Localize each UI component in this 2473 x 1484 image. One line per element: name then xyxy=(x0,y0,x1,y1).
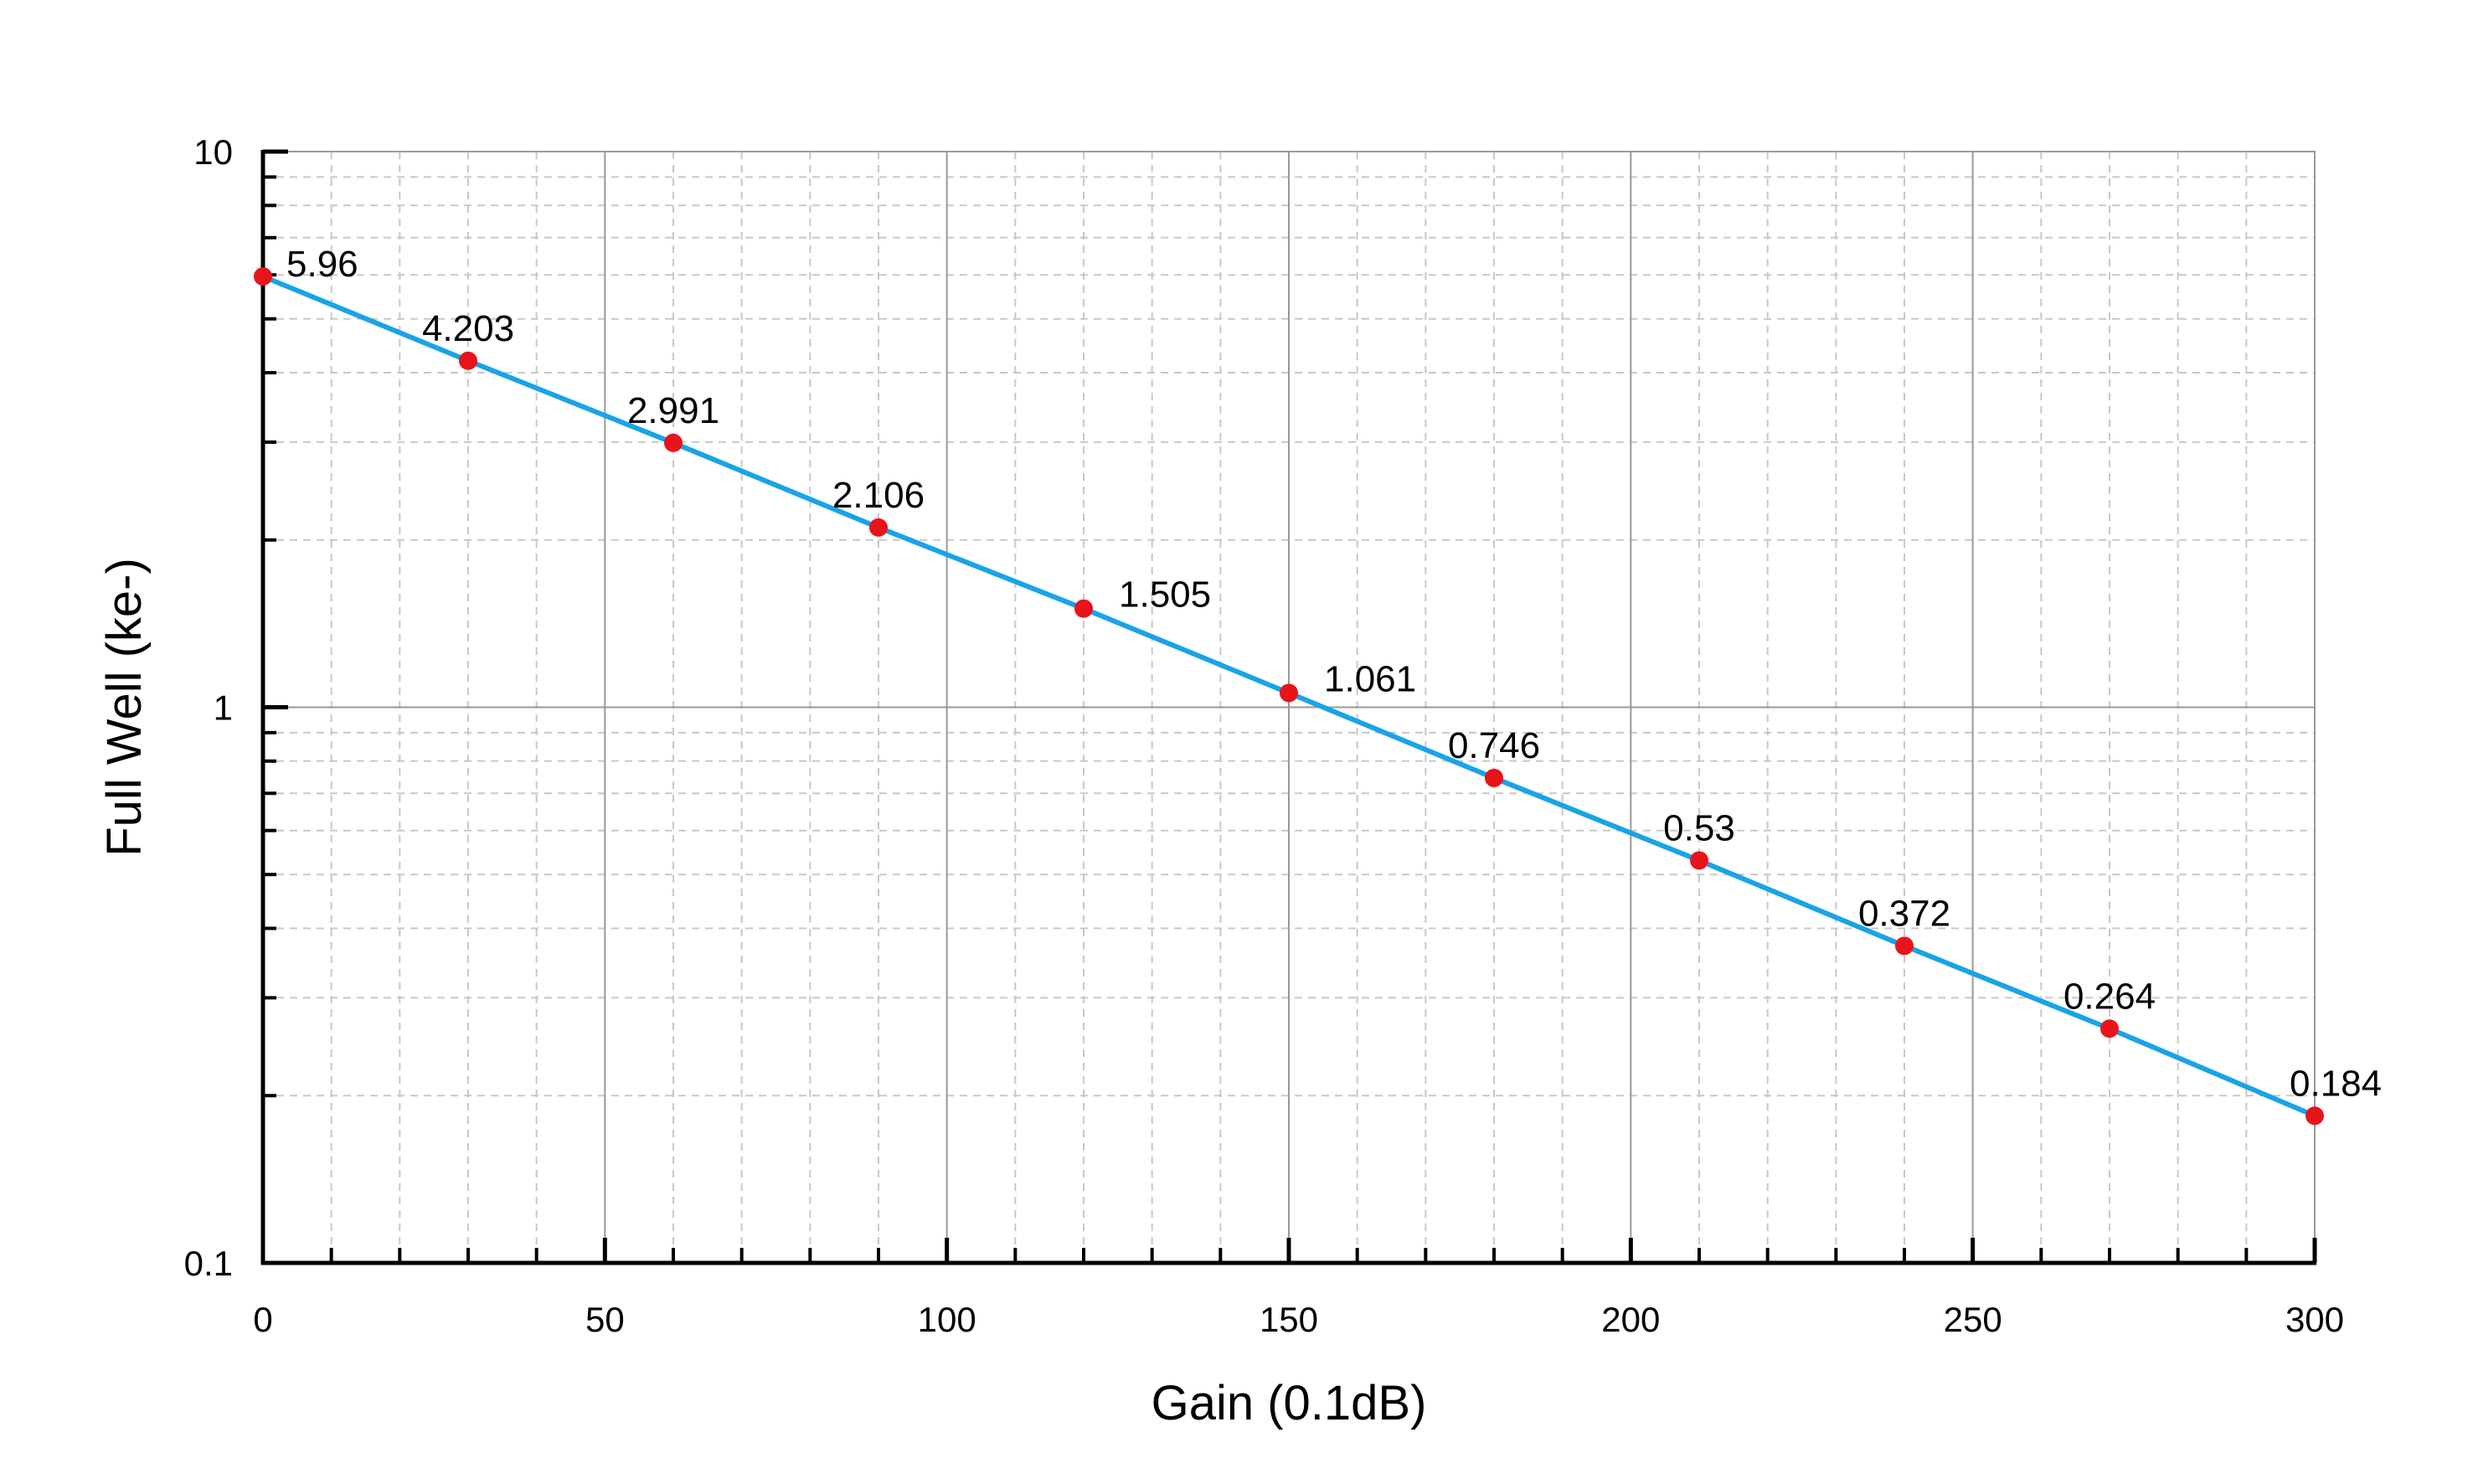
grid-major xyxy=(263,152,2315,1263)
x-tick-labels: 0 50 100 150 200 250 300 xyxy=(253,1300,2344,1339)
data-label: 4.203 xyxy=(422,308,514,349)
y-tick-label: 0.1 xyxy=(184,1244,233,1283)
data-point xyxy=(664,433,683,452)
x-axis-title: Gain (0.1dB) xyxy=(1151,1376,1427,1430)
data-point xyxy=(2306,1106,2324,1126)
data-label: 1.505 xyxy=(1119,575,1211,616)
x-tick-label: 250 xyxy=(1944,1300,2002,1339)
data-label: 0.746 xyxy=(1448,725,1540,766)
data-point xyxy=(869,518,888,537)
data-point xyxy=(1280,683,1298,703)
x-tick-label: 200 xyxy=(1601,1300,1660,1339)
x-tick-label: 150 xyxy=(1260,1300,1318,1339)
x-tick-label: 50 xyxy=(585,1300,625,1339)
y-tick-labels: 0.1 1 10 xyxy=(184,132,233,1283)
data-label: 2.991 xyxy=(627,390,719,431)
y-tick-label: 10 xyxy=(193,132,233,172)
data-label: 0.372 xyxy=(1858,893,1950,934)
x-tick-label: 100 xyxy=(918,1300,976,1339)
data-point xyxy=(1485,768,1503,787)
x-tick-label: 0 xyxy=(253,1300,272,1339)
data-point xyxy=(1074,599,1093,618)
data-label: 0.53 xyxy=(1663,807,1735,848)
x-tick-label: 300 xyxy=(2285,1300,2344,1339)
data-label: 5.96 xyxy=(286,244,358,285)
data-label: 0.264 xyxy=(2063,976,2156,1017)
y-tick-label: 1 xyxy=(214,688,233,728)
data-point xyxy=(1690,851,1708,870)
data-point xyxy=(1895,936,1914,956)
y-axis-title: Full Well (ke-) xyxy=(97,558,152,857)
data-label: 0.184 xyxy=(2290,1063,2382,1104)
series-layer: 5.96 4.203 2.991 2.106 1.505 1.061 0.746 0.53 0.… xyxy=(254,244,2382,1126)
data-point xyxy=(254,267,272,286)
axes xyxy=(260,149,2317,1265)
data-label: 1.061 xyxy=(1324,658,1416,699)
data-point xyxy=(2100,1019,2119,1038)
data-point xyxy=(459,351,477,370)
data-label: 2.106 xyxy=(832,475,925,516)
